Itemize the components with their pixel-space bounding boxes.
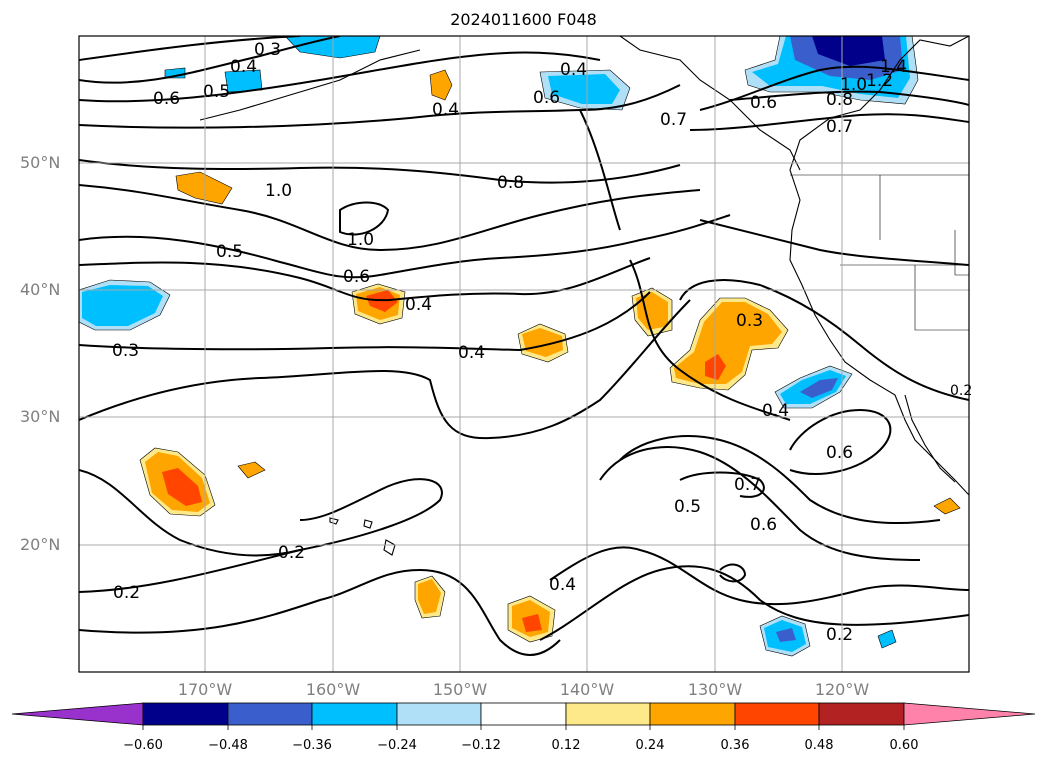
colorbar-tick-label: −0.48 [208,738,248,753]
contour-label: 0.3 [112,341,139,361]
colorbar-swatch [734,702,820,726]
contour-label: 1.2 [866,71,893,91]
contour-label: 0.2 [113,583,140,603]
map-border [78,35,970,673]
lat-label-50n: 50°N [20,153,61,172]
colorbar-tick-label: 0.48 [804,738,834,753]
contour-label: 0.5 [216,242,243,262]
contour-label: 0.6 [826,443,853,463]
contour-label: 0.6 [343,267,370,287]
colorbar-swatch [565,702,651,726]
state-borders [790,174,969,331]
contour-label: 0.4 [230,57,257,77]
lon-label-120w: 120°W [814,680,870,699]
contour-label: 0.5 [674,497,701,517]
colorbar-tick-label: 0.12 [551,738,581,753]
colorbar [11,702,1036,730]
contour-label: 0.2 [278,543,305,563]
contour-label: 0.7 [660,110,687,130]
coastlines [199,36,969,556]
lon-label-140w: 140°W [559,680,615,699]
contour-label: 1.0 [265,181,292,201]
contour-label: 0.3 [736,311,763,331]
colorbar-swatch [480,702,567,726]
colorbar-swatch [396,702,482,726]
contour-label: 1.0 [840,75,867,95]
contour-label: 0.4 [458,343,485,363]
contour-label: 0.4 [432,100,459,120]
graticule [79,36,969,672]
lon-label-150w: 150°W [432,680,488,699]
contour-label: 0.4 [405,295,432,315]
colorbar-swatch [818,702,905,726]
north-america-coast [789,36,969,496]
map-frame-content [79,36,969,672]
lon-label-170w: 170°W [177,680,233,699]
contour-label: 0.4 [560,60,587,80]
contour-label: 1.0 [347,230,374,250]
contour-label: 0.6 [533,88,560,108]
colorbar-tick-label: 0.24 [635,738,665,753]
colorbar-tick-label: −0.24 [377,738,417,753]
contour-labels: 0.3 0.4 0.5 0.6 0.4 0.4 0.6 0.7 0.6 1.4 … [112,40,972,645]
contour-label: 0.5 [203,82,230,102]
lat-label-20n: 20°N [20,535,61,554]
colorbar-swatch [649,702,736,726]
lon-label-160w: 160°W [305,680,361,699]
contour-label: 0.6 [750,515,777,535]
colorbar-swatch [311,702,398,726]
contour-label: 0.6 [750,93,777,113]
lat-label-40n: 40°N [20,280,61,299]
colorbar-tick-label: 0.60 [889,738,919,753]
contour-label: 1.4 [880,57,907,77]
contour-label: 0.4 [762,401,789,421]
colorbar-extend-low [11,702,144,726]
contour-label: 0.8 [497,173,524,193]
contour-label: 0.3 [254,40,281,60]
colorbar-swatch [227,702,313,726]
lat-label-30n: 30°N [20,407,61,426]
map-title: 2024011600 F048 [450,10,597,29]
contour-label: 0.2 [826,625,853,645]
contour-label: 0.7 [826,117,853,137]
contour-label: 0.2 [950,383,972,399]
contour-label: 0.6 [153,89,180,109]
colorbar-tick-label: −0.12 [461,738,501,753]
contour-label: 0.4 [549,575,576,595]
colorbar-extend-high [903,702,1036,726]
colorbar-tick-label: 0.36 [720,738,750,753]
lon-label-130w: 130°W [687,680,743,699]
contour-lines [79,36,969,656]
contour-label: 0.7 [734,475,761,495]
colorbar-swatch [142,702,229,726]
contour-label: 0.8 [826,90,853,110]
colorbar-tick-label: −0.60 [123,738,163,753]
shaded-regions [79,36,961,657]
colorbar-tick-label: −0.36 [292,738,332,753]
